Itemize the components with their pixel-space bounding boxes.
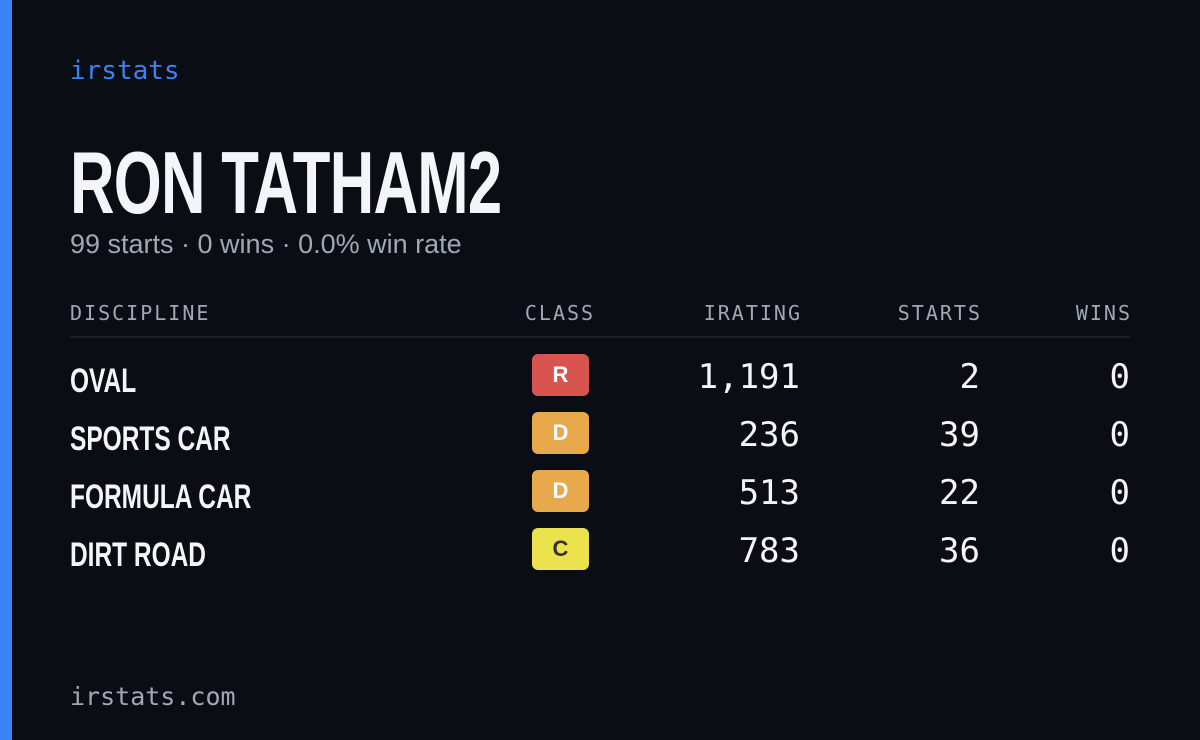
player-name: RON TATHAM2 xyxy=(70,133,502,232)
class-badge: D xyxy=(532,470,589,512)
discipline: DIRT ROAD xyxy=(70,536,207,574)
discipline: OVAL xyxy=(70,362,137,400)
wins: 0 xyxy=(1109,531,1130,571)
starts: 2 xyxy=(959,357,980,397)
footer-link: irstats.com xyxy=(70,682,236,711)
starts: 22 xyxy=(939,473,980,513)
divider xyxy=(70,336,1130,338)
irating: 783 xyxy=(738,531,800,571)
irating: 1,191 xyxy=(697,357,800,397)
header-discipline: DISCIPLINE xyxy=(70,301,211,325)
irating: 513 xyxy=(738,473,800,513)
summary: 99 starts · 0 wins · 0.0% win rate xyxy=(70,229,462,259)
header-class: CLASS xyxy=(524,301,596,325)
irating: 236 xyxy=(738,415,800,455)
starts: 36 xyxy=(939,531,980,571)
discipline: FORMULA CAR xyxy=(70,478,252,516)
wins: 0 xyxy=(1109,415,1130,455)
header-wins: WINS xyxy=(1075,301,1132,325)
header-starts: STARTS xyxy=(897,301,982,325)
class-badge: R xyxy=(532,354,589,396)
brand: irstats xyxy=(70,56,180,86)
header-irating: IRATING xyxy=(703,301,802,325)
class-badge: C xyxy=(532,528,589,570)
discipline: SPORTS CAR xyxy=(70,420,231,458)
class-badge: D xyxy=(532,412,589,454)
wins: 0 xyxy=(1109,473,1130,513)
accent-bar xyxy=(0,0,12,740)
starts: 39 xyxy=(939,415,980,455)
wins: 0 xyxy=(1109,357,1130,397)
